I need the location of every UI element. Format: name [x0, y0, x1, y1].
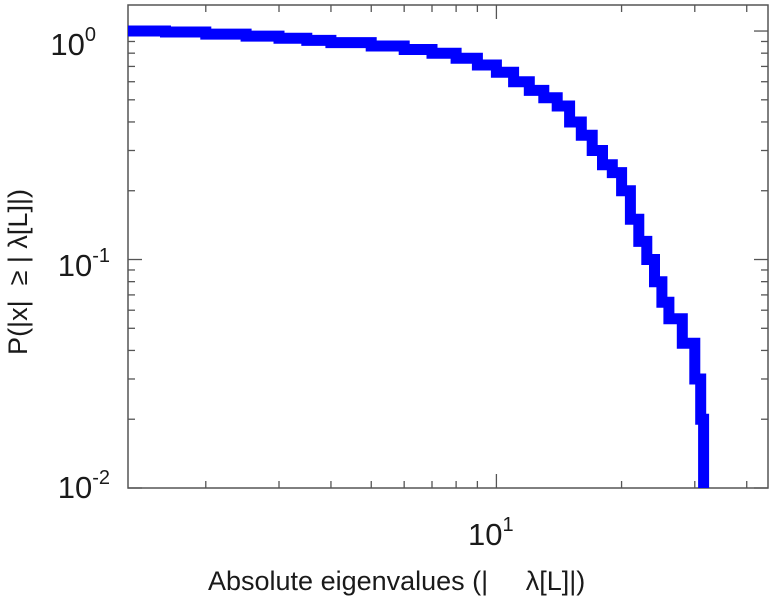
y-tick-label-1e-2: 10-2	[58, 467, 110, 505]
major-ticks	[128, 5, 768, 489]
y-axis-title: P(|x| ≥ | λ[L]|)	[3, 189, 33, 355]
x-axis-title: Absolute eigenvalues (| λ[L]|)	[208, 566, 585, 596]
minor-ticks	[128, 5, 768, 488]
y-tick-label-1e-1: 10-1	[58, 245, 110, 283]
series-line-0	[128, 25, 710, 488]
plot-frame	[127, 4, 769, 489]
x-tick-label-1e1: 101	[468, 514, 514, 552]
series-layer	[127, 25, 710, 489]
y-tick-label-1e0: 100	[50, 24, 96, 62]
